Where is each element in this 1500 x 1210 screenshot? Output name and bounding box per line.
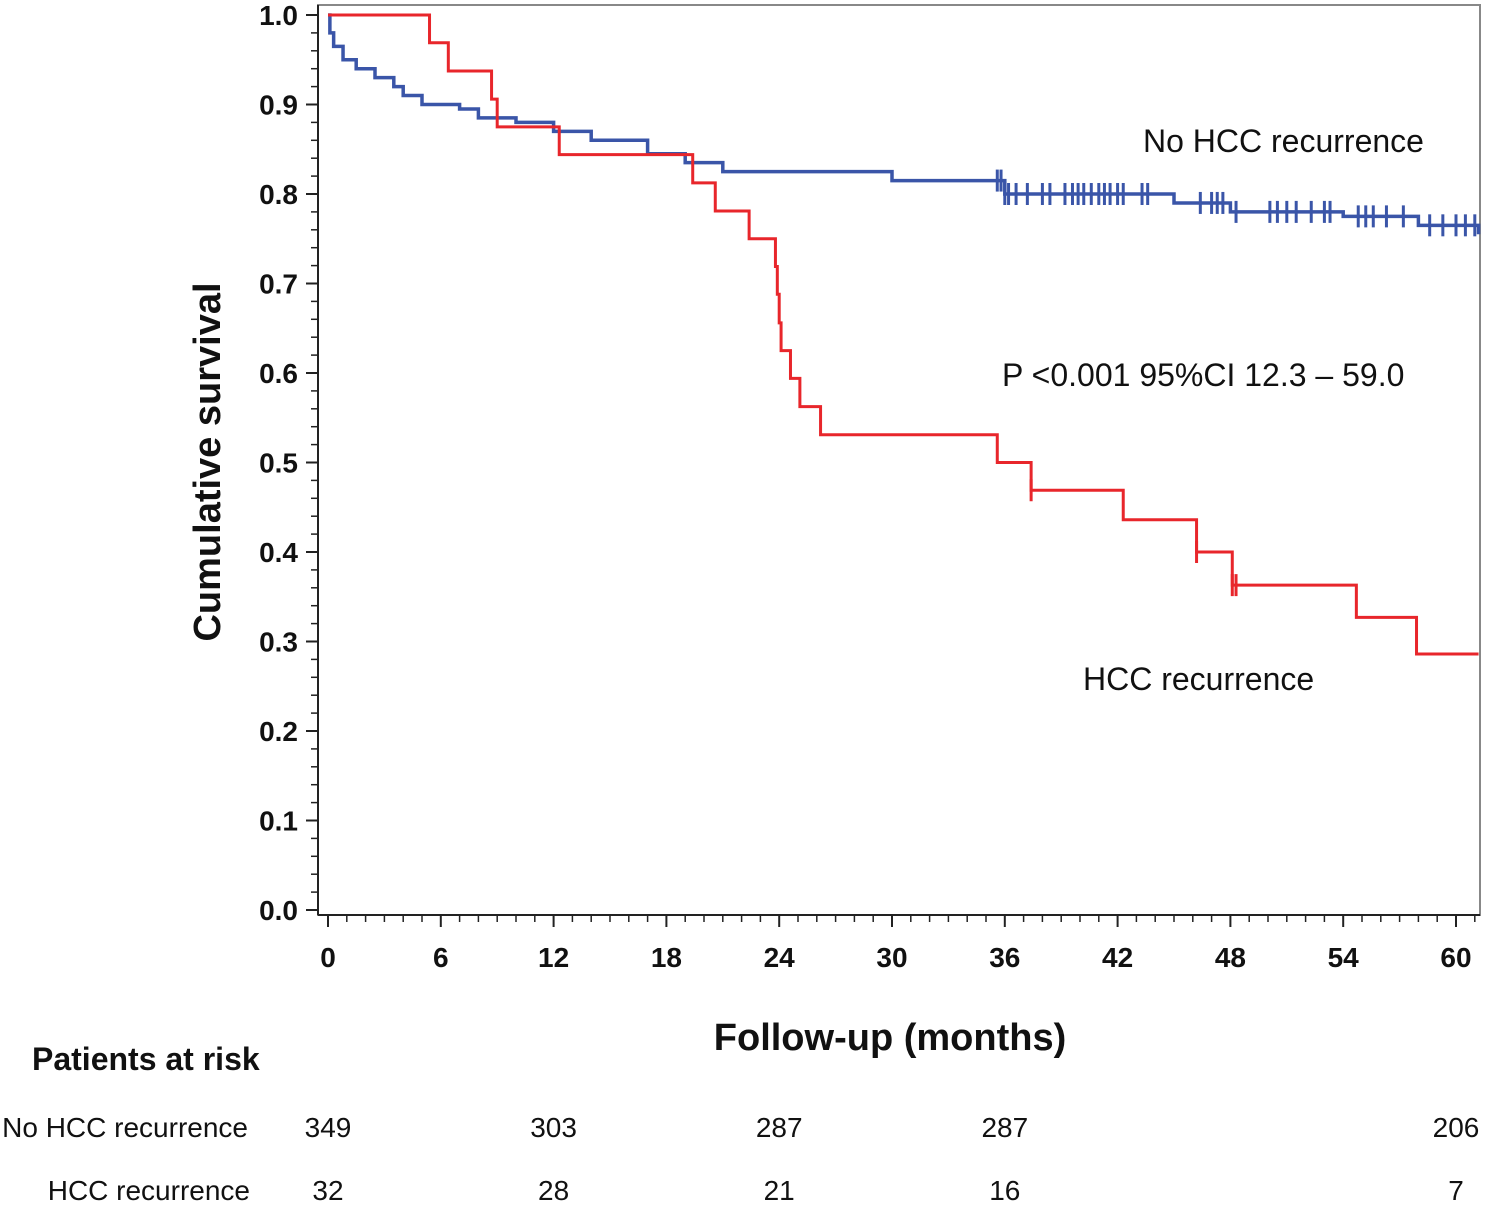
x-tick-label: 30	[876, 942, 907, 973]
x-tick-label: 12	[538, 942, 569, 973]
y-tick-label: 0.0	[259, 895, 298, 926]
y-tick-label: 0.7	[259, 269, 298, 300]
y-tick-label: 1.0	[259, 0, 298, 31]
risk-count: 16	[989, 1175, 1020, 1206]
y-tick-label: 0.3	[259, 627, 298, 658]
legend-label-recurrence: HCC recurrence	[1083, 661, 1314, 697]
y-tick-label: 0.4	[259, 537, 298, 568]
y-axis-title: Cumulative survival	[187, 282, 229, 641]
x-tick-label: 54	[1328, 942, 1360, 973]
y-tick-label: 0.8	[259, 179, 298, 210]
y-tick-label: 0.2	[259, 716, 298, 747]
x-tick-label: 48	[1215, 942, 1246, 973]
y-tick-label: 0.1	[259, 806, 298, 837]
risk-row-label: HCC recurrence	[48, 1175, 250, 1206]
x-tick-label: 0	[320, 942, 336, 973]
risk-count: 349	[305, 1112, 352, 1143]
x-tick-label: 60	[1440, 942, 1471, 973]
risk-count: 287	[981, 1112, 1028, 1143]
risk-count: 32	[312, 1175, 343, 1206]
risk-count: 7	[1448, 1175, 1464, 1206]
x-tick-label: 36	[989, 942, 1020, 973]
survival-curve-no-recurrence	[328, 13, 1481, 235]
risk-row-label: No HCC recurrence	[2, 1112, 248, 1143]
risk-table-title: Patients at risk	[32, 1041, 260, 1077]
legend-label-no-recurrence: No HCC recurrence	[1143, 123, 1424, 159]
risk-count: 206	[1433, 1112, 1480, 1143]
risk-count: 21	[764, 1175, 795, 1206]
y-tick-label: 0.6	[259, 358, 298, 389]
x-tick-label: 42	[1102, 942, 1133, 973]
risk-count: 28	[538, 1175, 569, 1206]
survival-curve-recurrence	[328, 13, 1479, 656]
x-tick-label: 24	[764, 942, 796, 973]
x-tick-label: 18	[651, 942, 682, 973]
risk-count: 303	[530, 1112, 577, 1143]
axes: 0.0 0.1 0.2 0.3 0.4 0.5 0.6 0.7 0.8 0.9 1.0 0 6 12 18 2…	[259, 0, 1481, 973]
x-axis-title: Follow-up (months)	[714, 1017, 1066, 1059]
p-value-annotation: P <0.001 95%CI 12.3 – 59.0	[1002, 357, 1404, 393]
x-tick-label: 6	[433, 942, 449, 973]
y-tick-label: 0.5	[259, 448, 298, 479]
curves	[328, 13, 1481, 656]
risk-count: 287	[756, 1112, 803, 1143]
y-tick-label: 0.9	[259, 90, 298, 121]
